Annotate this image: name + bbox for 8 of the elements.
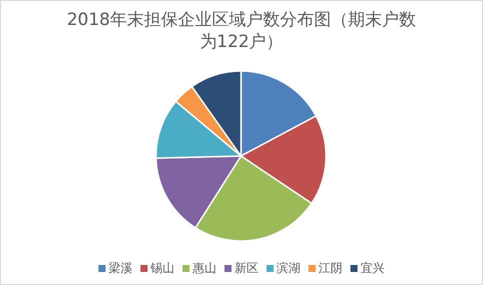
legend-label: 宜兴: [360, 261, 384, 275]
legend-label: 滨湖: [276, 261, 300, 275]
legend-label: 新区: [234, 261, 258, 275]
legend-label: 江阴: [318, 261, 342, 275]
chart-title: 2018年末担保企业区域户数分布图（期末户数为122户）: [66, 10, 416, 52]
legend-label: 惠山: [192, 261, 216, 275]
legend-label: 梁溪: [108, 261, 132, 275]
legend-label: 锡山: [150, 261, 174, 275]
